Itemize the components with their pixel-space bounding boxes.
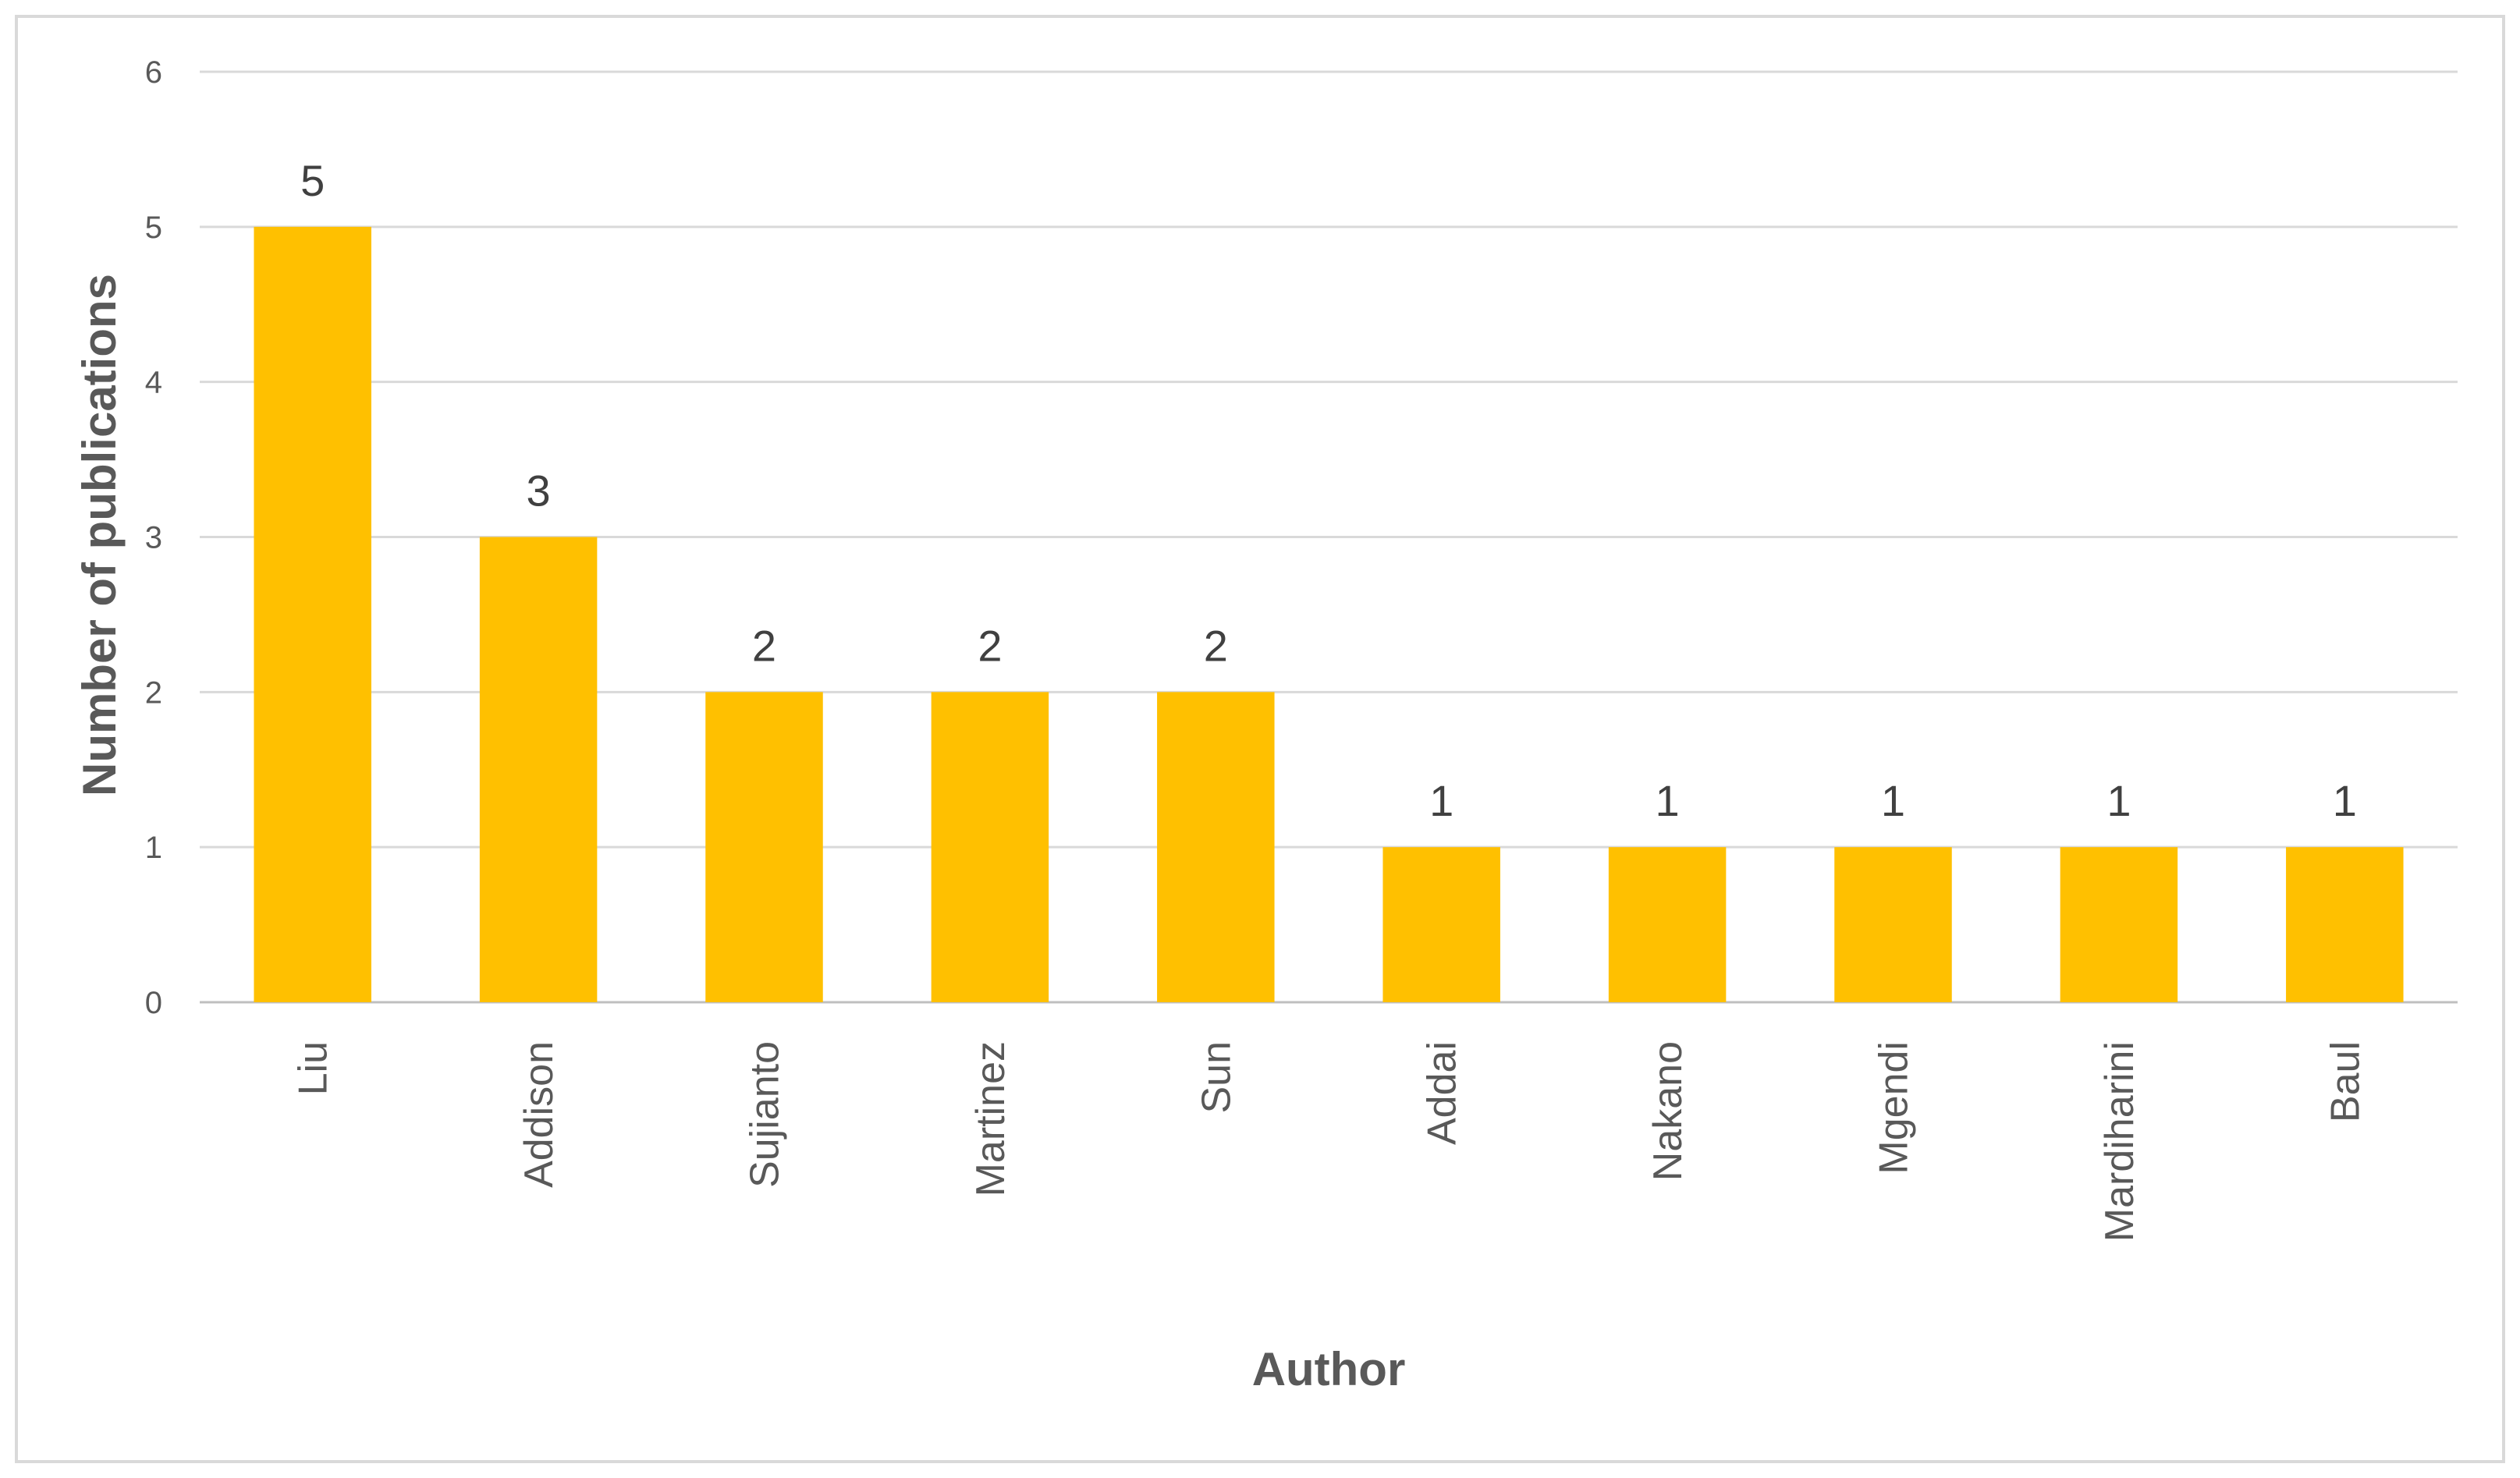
data-label-baul: 1 (2333, 776, 2357, 825)
bars (254, 226, 2404, 1002)
y-tick-label-4: 4 (145, 366, 162, 400)
bar-mgendi (1834, 847, 1952, 1002)
x-tick-label-nakano: Nakano (1645, 1041, 1691, 1181)
bar-addison (479, 537, 598, 1002)
x-tick-label-mgendi: Mgendi (1872, 1041, 1917, 1175)
y-tick-label-2: 2 (145, 675, 162, 710)
data-label-addai: 1 (1429, 776, 1453, 825)
data-label-liu: 5 (300, 156, 325, 205)
data-label-martinez: 2 (978, 621, 1002, 670)
y-tick-label-5: 5 (145, 211, 162, 245)
bar-martinez (931, 692, 1049, 1002)
data-label-mardiharini: 1 (2107, 776, 2131, 825)
x-tick-label-sujianto: Sujianto (743, 1041, 788, 1188)
x-tick-label-sun: Sun (1194, 1041, 1239, 1114)
x-tick-label-addison: Addison (516, 1041, 562, 1188)
y-tick-label-3: 3 (145, 521, 162, 555)
bar-sun (1157, 692, 1275, 1002)
bar-addai (1382, 847, 1500, 1002)
data-label-nakano: 1 (1656, 776, 1680, 825)
x-tick-label-mardiharini: Mardiharini (2097, 1041, 2142, 1242)
bar-baul (2286, 847, 2404, 1002)
y-tick-label-1: 1 (145, 831, 162, 865)
x-tick-label-addai: Addai (1420, 1041, 1465, 1145)
x-tick-label-liu: Liu (291, 1041, 336, 1095)
y-tick-label-0: 0 (145, 986, 162, 1020)
x-tick-labels: Liu Addison Sujianto Martinez Sun Addai Nakano… (291, 1041, 2369, 1242)
x-axis-title: Author (1252, 1343, 1406, 1395)
data-label-sujianto: 2 (752, 621, 776, 670)
x-tick-label-baul: Baul (2323, 1041, 2368, 1122)
y-tick-label-6: 6 (145, 55, 162, 90)
data-label-mgendi: 1 (1881, 776, 1905, 825)
data-labels: 5 3 2 2 2 1 1 1 1 1 (300, 156, 2357, 825)
bar-mardiharini (2060, 847, 2178, 1002)
bar-liu (254, 226, 371, 1002)
bar-nakano (1608, 847, 1727, 1002)
bar-sujianto (705, 692, 823, 1002)
x-tick-label-martinez: Martinez (968, 1041, 1013, 1196)
data-label-addison: 3 (527, 466, 551, 516)
y-tick-labels: 0 1 2 3 4 5 6 (145, 55, 162, 1020)
y-axis-title: Number of publications (73, 274, 126, 796)
data-label-sun: 2 (1204, 621, 1228, 670)
